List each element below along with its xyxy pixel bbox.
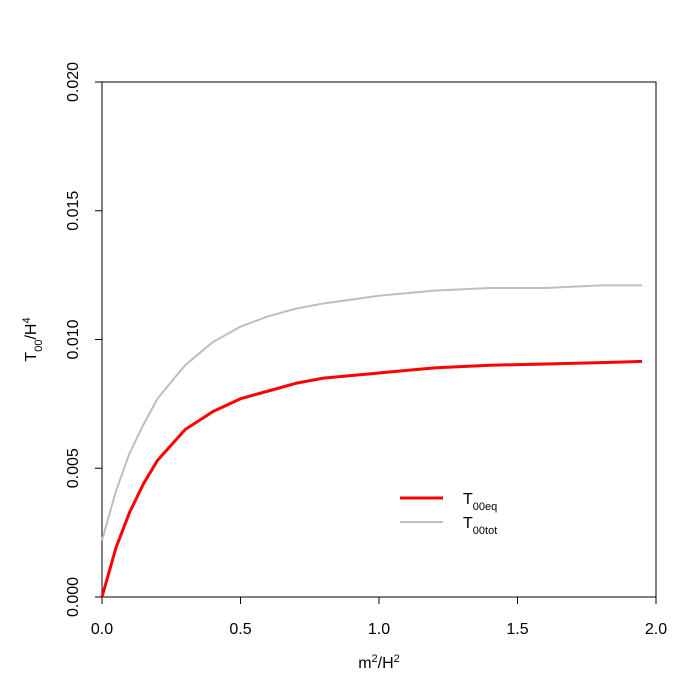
y-tick-label: 0.020	[65, 62, 82, 102]
x-tick-label: 0.5	[229, 621, 251, 638]
x-tick-label: 1.5	[506, 621, 528, 638]
x-tick-label: 0.0	[91, 621, 113, 638]
label-part: T	[463, 515, 473, 532]
label-part: 2	[372, 653, 378, 665]
x-tick-label: 2.0	[645, 621, 667, 638]
x-tick-label: 1.0	[368, 621, 390, 638]
label-part: 00	[33, 340, 45, 352]
y-tick-label: 0.015	[65, 191, 82, 231]
label-part: /H	[23, 324, 40, 340]
label-part: T	[23, 352, 40, 362]
label-part: 4	[21, 317, 33, 323]
series-line	[101, 284, 643, 541]
label-part: T	[463, 491, 473, 508]
legend-label: T00tot	[463, 515, 497, 537]
y-tick-label: 0.000	[65, 577, 82, 617]
series-line	[100, 359, 643, 598]
y-tick-label: 0.005	[65, 448, 82, 488]
x-axis-label: m2/H2	[358, 653, 400, 672]
label-part: 2	[394, 653, 400, 665]
plot-box	[101, 81, 657, 598]
label-part: 00eq	[473, 501, 497, 513]
label-part: /H	[378, 655, 394, 672]
y-tick-label: 0.010	[65, 319, 82, 359]
label-part: 00tot	[473, 525, 497, 537]
y-axis-label: T00/H4	[21, 317, 45, 361]
label-part: m	[358, 655, 371, 672]
legend-label: T00eq	[463, 491, 497, 513]
